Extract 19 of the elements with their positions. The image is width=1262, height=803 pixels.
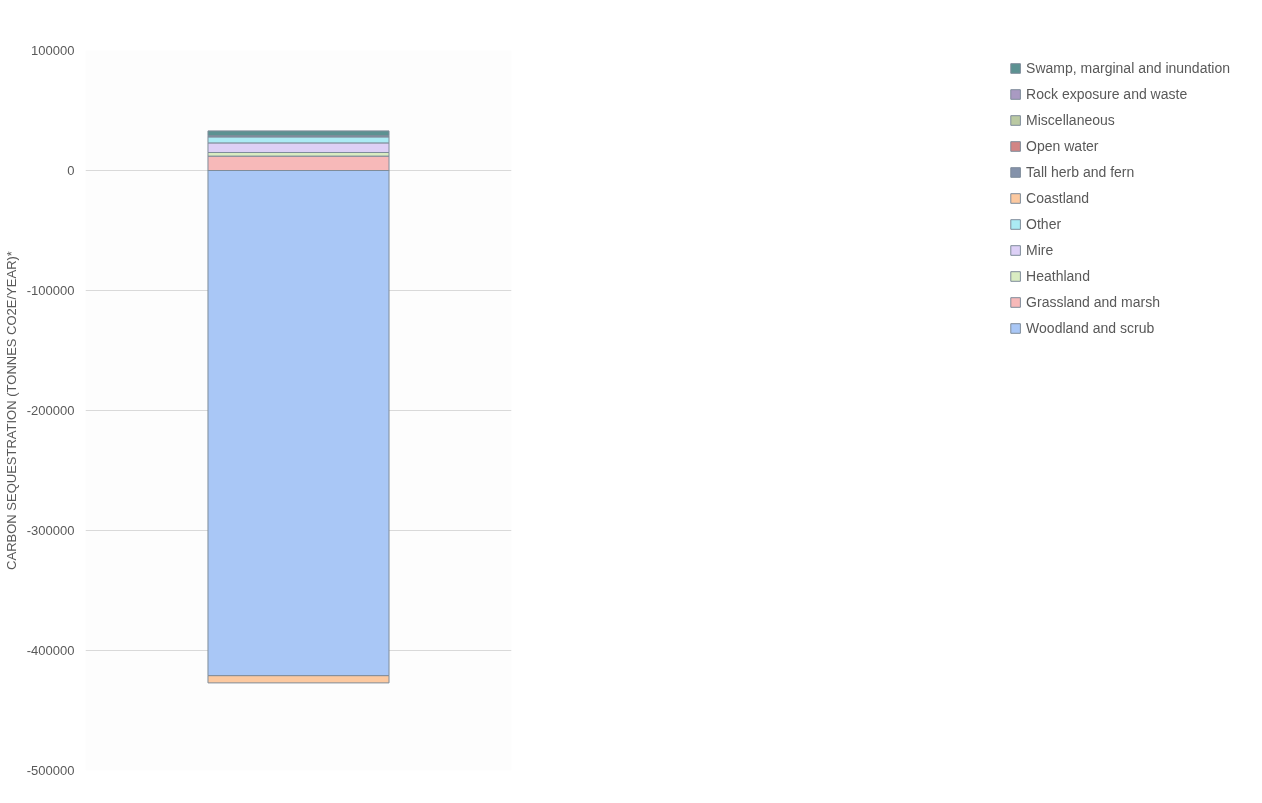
legend-label: Miscellaneous <box>1026 112 1115 128</box>
legend-label: Other <box>1026 216 1062 232</box>
legend-label: Woodland and scrub <box>1026 320 1155 336</box>
legend-label: Tall herb and fern <box>1026 164 1135 180</box>
y-tick-label: -200000 <box>26 403 75 418</box>
y-tick-label: 0 <box>67 163 75 178</box>
y-axis-title: CARBON SEQUESTRATION (TONNES CO2E/YEAR)* <box>3 251 19 570</box>
legend-label: Heathland <box>1026 268 1090 284</box>
legend-label: Open water <box>1026 138 1099 154</box>
legend-label: Mire <box>1026 242 1054 258</box>
y-tick-label: -400000 <box>26 643 75 658</box>
y-tick-label: -100000 <box>26 283 75 298</box>
y-tick-label: 100000 <box>31 43 75 58</box>
legend-label: Grassland and marsh <box>1026 294 1160 310</box>
legend-label: Swamp, marginal and inundation <box>1026 60 1230 76</box>
legend-label: Rock exposure and waste <box>1026 86 1188 102</box>
legend-label: Coastland <box>1026 190 1090 206</box>
y-tick-label: -300000 <box>26 523 75 538</box>
y-tick-label: -500000 <box>26 763 75 778</box>
